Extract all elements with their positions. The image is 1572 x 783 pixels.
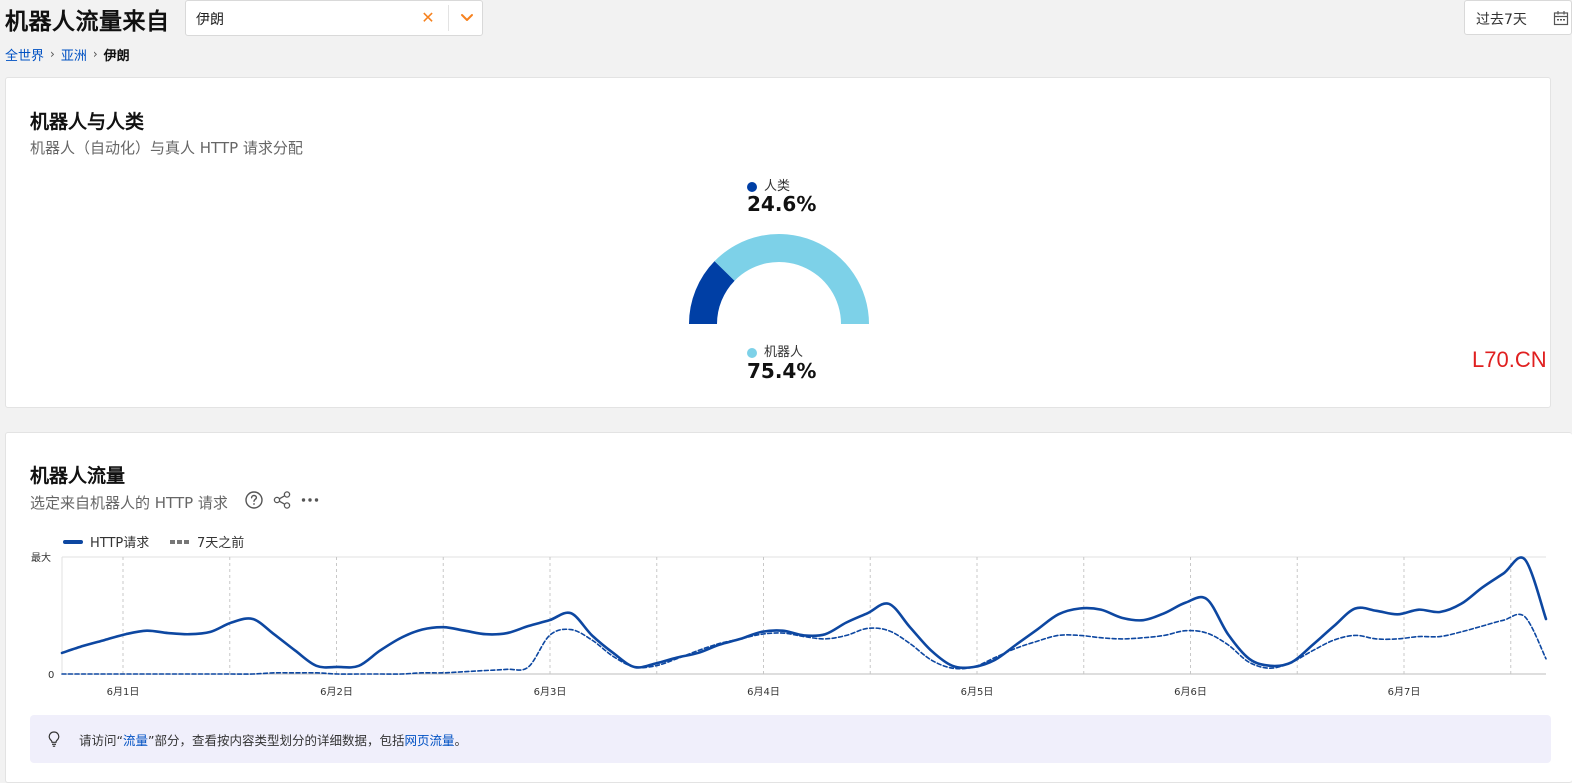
traffic-tip-box: 请访问“流量”部分，查看按内容类型划分的详细数据，包括网页流量。 <box>30 715 1551 763</box>
breadcrumb: 全世界 › 亚洲 › 伊朗 <box>5 45 130 64</box>
date-range-label: 过去7天 <box>1476 12 1527 28</box>
bot-dot <box>747 347 757 358</box>
x-tick-label: 6月4日 <box>747 686 780 698</box>
bot-traffic-line-chart: 最大 0 6月1日 6月2日 6月3日 6月4日 6月5日 6月6日 6月7日 <box>31 551 1548 698</box>
bots-vs-humans-card: 机器人与人类 机器人（自动化）与真人 HTTP 请求分配 人类 24.6% 机器… <box>5 77 1551 408</box>
human-value: 24.6% <box>747 192 817 216</box>
bot-legend: 机器人 <box>747 341 803 360</box>
legend-previous-label: 7天之前 <box>197 536 245 551</box>
bots-vs-humans-subtitle: 机器人（自动化）与真人 HTTP 请求分配 <box>30 139 303 157</box>
gauge-human-segment <box>689 261 735 324</box>
x-tick-label: 6月2日 <box>320 686 353 698</box>
tip-prefix: 请访问“ <box>79 733 123 748</box>
bot-traffic-subtitle: 选定来自机器人的 HTTP 请求 <box>30 494 228 512</box>
y-tick-label: 0 <box>48 670 54 681</box>
bots-vs-humans-title: 机器人与人类 <box>30 111 145 133</box>
chevron-right-icon: › <box>50 47 55 61</box>
legend-current-swatch <box>63 539 83 544</box>
x-tick-label: 6月5日 <box>961 686 994 698</box>
top-bar: 机器人流量来自 伊朗 ✕ 过去7天 <box>0 0 1572 44</box>
human-dot <box>747 181 757 192</box>
chevron-down-icon[interactable] <box>457 7 477 29</box>
share-icon[interactable] <box>272 490 292 514</box>
breadcrumb-world[interactable]: 全世界 <box>5 48 45 64</box>
series-7-days-ago-line <box>61 613 1547 675</box>
legend-current-label: HTTP请求 <box>90 536 150 551</box>
breadcrumb-current: 伊朗 <box>103 48 130 64</box>
x-tick-label: 6月1日 <box>107 686 140 698</box>
legend-previous[interactable]: 7天之前 <box>170 532 244 551</box>
card-actions <box>244 491 320 513</box>
bot-value: 75.4% <box>747 359 817 383</box>
legend-current[interactable]: HTTP请求 <box>63 532 149 551</box>
page-title: 机器人流量来自 <box>5 9 170 35</box>
lightbulb-icon <box>46 730 62 748</box>
select-divider <box>448 5 449 31</box>
tip-mid: ”部分，查看按内容类型划分的详细数据，包括 <box>148 733 405 748</box>
legend-previous-swatch <box>170 539 190 544</box>
gauge-bot-segment <box>714 234 869 324</box>
bot-traffic-card: 机器人流量 选定来自机器人的 HTTP 请求 HTTP请求 7天之前 最大 0 6月… <box>5 432 1572 783</box>
bots-humans-gauge <box>689 234 869 324</box>
human-legend: 人类 <box>747 175 790 194</box>
web-traffic-link[interactable]: 网页流量 <box>404 733 455 748</box>
bot-traffic-title: 机器人流量 <box>30 465 126 487</box>
tip-suffix: 。 <box>454 733 468 748</box>
help-icon[interactable] <box>244 490 264 514</box>
x-tick-label: 6月3日 <box>534 686 567 698</box>
watermark-text: L70.CN <box>1472 347 1547 372</box>
tip-text: 请访问“流量”部分，查看按内容类型划分的详细数据，包括网页流量。 <box>79 730 467 749</box>
x-tick-label: 6月7日 <box>1388 686 1421 698</box>
more-icon[interactable] <box>300 490 320 514</box>
clear-icon[interactable]: ✕ <box>421 8 435 27</box>
chevron-right-icon: › <box>92 47 98 61</box>
y-tick-label: 最大 <box>31 551 51 564</box>
x-tick-label: 6月6日 <box>1174 686 1207 698</box>
human-label: 人类 <box>764 179 791 194</box>
bot-label: 机器人 <box>764 345 804 360</box>
location-select[interactable]: 伊朗 ✕ <box>185 0 483 36</box>
location-value: 伊朗 <box>196 12 224 28</box>
traffic-link[interactable]: 流量 <box>122 733 148 748</box>
calendar-icon <box>1553 10 1569 26</box>
series-http-requests-line <box>60 556 1548 670</box>
date-range-picker[interactable]: 过去7天 <box>1464 0 1572 35</box>
breadcrumb-asia[interactable]: 亚洲 <box>60 48 87 64</box>
